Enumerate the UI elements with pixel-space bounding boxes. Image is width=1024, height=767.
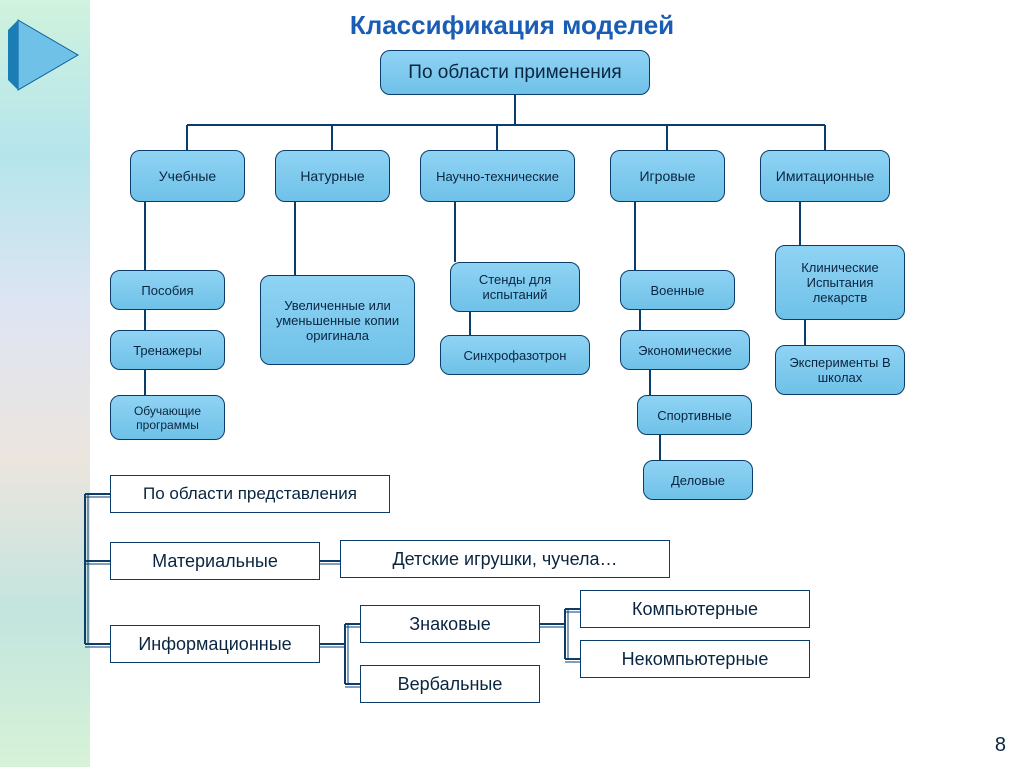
leaf-node-3: Увеличенные или уменьшенные копии оригин…	[260, 275, 415, 365]
leaf-node-4: Стенды для испытаний	[450, 262, 580, 312]
leaf-node-9: Деловые	[643, 460, 753, 500]
branch-node-4: Имитационные	[760, 150, 890, 202]
leaf-node-10: Клинические Испытания лекарств	[775, 245, 905, 320]
white-node-0: По области представления	[110, 475, 390, 513]
white-node-3: Детские игрушки, чучела…	[340, 540, 670, 578]
root-node: По области применения	[380, 50, 650, 95]
white-node-4: Знаковые	[360, 605, 540, 643]
leaf-node-1: Тренажеры	[110, 330, 225, 370]
leaf-node-6: Военные	[620, 270, 735, 310]
decorative-sidebar	[0, 0, 90, 767]
leaf-node-2: Обучающие программы	[110, 395, 225, 440]
white-node-7: Некомпьютерные	[580, 640, 810, 678]
white-node-6: Компьютерные	[580, 590, 810, 628]
branch-node-2: Научно-технические	[420, 150, 575, 202]
page-number: 8	[995, 734, 1006, 757]
page-title: Классификация моделей	[0, 10, 1024, 41]
leaf-node-0: Пособия	[110, 270, 225, 310]
leaf-node-11: Эксперименты В школах	[775, 345, 905, 395]
branch-node-0: Учебные	[130, 150, 245, 202]
leaf-node-5: Синхрофазотрон	[440, 335, 590, 375]
white-node-1: Материальные	[110, 542, 320, 580]
leaf-node-8: Спортивные	[637, 395, 752, 435]
branch-node-3: Игровые	[610, 150, 725, 202]
white-node-2: Информационные	[110, 625, 320, 663]
leaf-node-7: Экономические	[620, 330, 750, 370]
branch-node-1: Натурные	[275, 150, 390, 202]
white-node-5: Вербальные	[360, 665, 540, 703]
